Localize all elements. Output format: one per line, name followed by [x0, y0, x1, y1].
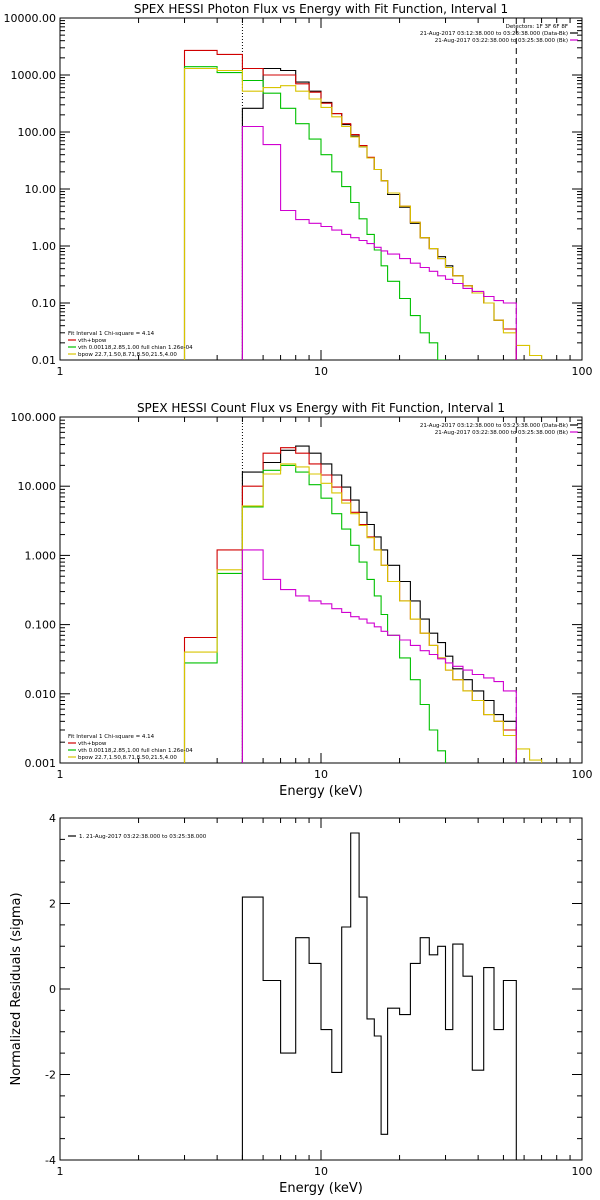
legend-bottom-left-entry: vth+bpow: [78, 741, 107, 747]
y-tick-label: 10.000: [18, 480, 57, 493]
series-group: [183, 49, 543, 360]
series-bpow: [183, 67, 543, 360]
legend-bottom-left-entry: vth 0.00118,2.85,1.00 full chian 1.26e-0…: [78, 345, 193, 351]
legend-top-right-entry: 21-Aug-2017 03:12:38.000 to 03:23:38.000…: [420, 423, 568, 429]
series-vth: [183, 464, 447, 763]
y-tick-label: 100.00: [18, 126, 57, 139]
x-tick-label: 100: [572, 768, 593, 781]
y-tick-label: 1.00: [32, 240, 57, 253]
legend-top-left-entry: 1. 21-Aug-2017 03:22:38.000 to 03:25:38.…: [79, 834, 207, 840]
axes-frame: [59, 17, 583, 361]
series-data-bk: [241, 445, 517, 763]
series-group: [183, 445, 543, 763]
series-data-bk: [241, 67, 517, 360]
y-tick-label: 100.000: [11, 411, 57, 424]
series-vth-bpow: [183, 49, 517, 360]
legend-bottom-left-entry: vth 0.00118,2.85,1.00 full chian 1.26e-0…: [78, 748, 193, 754]
panel-photon: SPEX HESSI Photon Flux vs Energy with Fi…: [4, 2, 593, 378]
legend-bottom-left-entry: vth+bpow: [78, 338, 107, 344]
y-tick-label: 4: [49, 812, 56, 825]
x-tick-label: 100: [572, 1165, 593, 1178]
x-tick-label: 1: [57, 365, 64, 378]
x-tick-label: 10: [314, 1165, 328, 1178]
y-tick-label: 0.10: [32, 297, 57, 310]
legend-bottom-left-entry: Fit Interval 1 Chi-square = 4.14: [68, 734, 155, 740]
y-tick-label: 1000.00: [11, 69, 57, 82]
panel-resid: 1 10 100 -4 -2 0 2 4 Energy (keV) Normalized Resi…: [9, 812, 593, 1196]
x-tick-label: 10: [314, 365, 328, 378]
legend-bottom-left-entry: Fit Interval 1 Chi-square = 4.14: [68, 331, 155, 337]
x-tick-label: 1: [57, 1165, 64, 1178]
y-tick-label: -2: [45, 1069, 56, 1082]
legend-bottom-left-entry: bpow 22.7,1.50,8.71,8.50,21.5,4.00: [78, 352, 177, 358]
y-tick-label: 0.010: [25, 688, 57, 701]
x-tick-label: 100: [572, 365, 593, 378]
series-bpow: [183, 463, 543, 763]
y-tick-label: 10000.00: [4, 12, 57, 25]
series-group: [241, 832, 517, 1160]
x-tick-label: 10: [314, 768, 328, 781]
y-tick-label: 0: [49, 983, 56, 996]
panel-count: SPEX HESSI Count Flux vs Energy with Fit…: [11, 401, 593, 799]
series-vth: [183, 66, 447, 360]
legend-bottom-left-entry: bpow 22.7,1.50,8.71,8.50,21.5,4.00: [78, 755, 177, 761]
series-bk: [241, 549, 517, 763]
x-axis-label: Energy (keV): [279, 784, 363, 799]
legend-top-right-entry: 21-Aug-2017 03:22:38.000 to 03:25:38.000…: [435, 38, 568, 44]
x-axis-label: Energy (keV): [279, 1181, 363, 1196]
chart-title: SPEX HESSI Count Flux vs Energy with Fit…: [137, 401, 505, 415]
legend-top-right-entry: 21-Aug-2017 03:22:38.000 to 03:25:38.000…: [435, 430, 568, 436]
x-tick-label: 1: [57, 768, 64, 781]
legend-top-right-entry: Detectors: 1F 3F 6F 8F: [506, 24, 568, 30]
y-tick-label: 2: [49, 898, 56, 911]
y-tick-label: 0.100: [25, 619, 57, 632]
legend-top-right-entry: 21-Aug-2017 03:12:38.000 to 03:23:38.000…: [420, 31, 568, 37]
series-residuals: [241, 832, 517, 1160]
chart-title: SPEX HESSI Photon Flux vs Energy with Fi…: [134, 2, 508, 16]
y-tick-label: -4: [45, 1154, 56, 1167]
y-tick-label: 1.000: [25, 549, 57, 562]
y-tick-label: 10.00: [25, 183, 57, 196]
y-tick-label: 0.01: [32, 354, 57, 367]
y-tick-label: 0.001: [25, 757, 57, 770]
y-axis-label: Normalized Residuals (sigma): [9, 892, 24, 1085]
series-bk: [241, 125, 517, 360]
